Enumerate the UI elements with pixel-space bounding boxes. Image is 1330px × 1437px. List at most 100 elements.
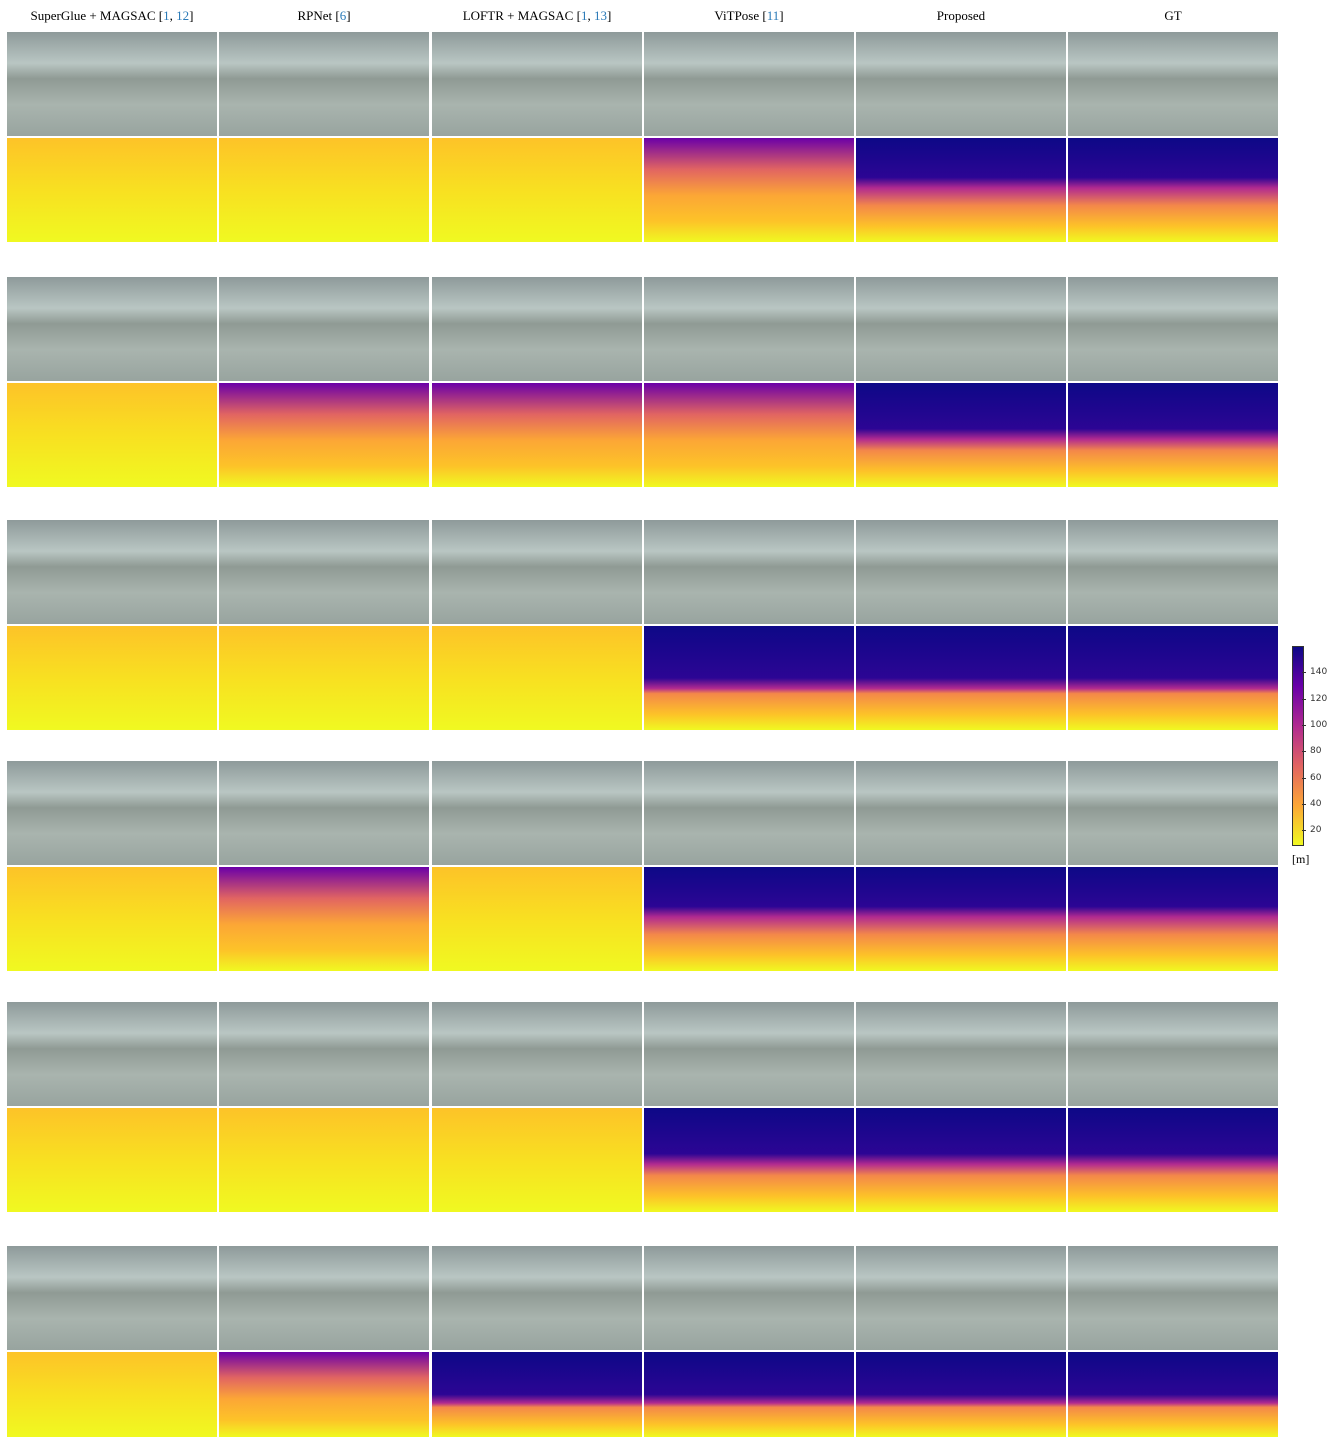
rgb-image (644, 1246, 854, 1350)
rgb-image (432, 32, 642, 136)
rgb-image (7, 761, 217, 865)
depth-map (219, 626, 429, 730)
header-text: GT (1164, 8, 1181, 23)
depth-map (856, 626, 1066, 730)
column-header: LOFTR + MAGSAC [1, 13] (431, 8, 643, 24)
colorbar-tick-label: 120 (1310, 694, 1327, 704)
rgb-image (432, 1246, 642, 1350)
depth-map (856, 867, 1066, 971)
rgb-image (7, 1246, 217, 1350)
rgb-image (1068, 761, 1278, 865)
rgb-image (7, 277, 217, 381)
colorbar (1292, 646, 1304, 846)
colorbar-tick (1302, 725, 1306, 726)
rgb-image (644, 277, 854, 381)
depth-map (432, 383, 642, 487)
citation: 11 (767, 8, 780, 23)
rgb-image (1068, 1246, 1278, 1350)
column-header: Proposed (855, 8, 1067, 24)
header-text: ] (346, 8, 350, 23)
rgb-image (856, 1002, 1066, 1106)
colorbar-tick (1302, 699, 1306, 700)
header-text: Proposed (937, 8, 985, 23)
depth-map (856, 138, 1066, 242)
column-header: GT (1067, 8, 1279, 24)
depth-map (7, 383, 217, 487)
page: [m] (() => { const data = JSON.parse(doc… (0, 0, 1330, 1437)
depth-map (1068, 138, 1278, 242)
colorbar-tick (1302, 672, 1306, 673)
column-header: SuperGlue + MAGSAC [1, 12] (6, 8, 218, 24)
rgb-image (856, 761, 1066, 865)
citation: 13 (594, 8, 607, 23)
rgb-image (1068, 520, 1278, 624)
colorbar-tick-label: 80 (1310, 746, 1321, 756)
depth-map (1068, 1352, 1278, 1437)
depth-map (432, 138, 642, 242)
depth-map (644, 867, 854, 971)
depth-map (644, 138, 854, 242)
depth-map (7, 626, 217, 730)
rgb-image (219, 1002, 429, 1106)
rgb-image (432, 520, 642, 624)
depth-map (1068, 383, 1278, 487)
depth-map (7, 138, 217, 242)
rgb-image (219, 520, 429, 624)
rgb-image (219, 1246, 429, 1350)
colorbar-tick (1302, 778, 1306, 779)
rgb-image (219, 32, 429, 136)
colorbar-tick (1302, 751, 1306, 752)
rgb-image (644, 520, 854, 624)
depth-map (219, 383, 429, 487)
header-text: LOFTR + MAGSAC [ (463, 8, 581, 23)
depth-map (7, 1108, 217, 1212)
colorbar-tick-label: 40 (1310, 799, 1321, 809)
colorbar-tick-label: 60 (1310, 773, 1321, 783)
depth-map (432, 1352, 642, 1437)
citation: 12 (176, 8, 189, 23)
rgb-image (856, 1246, 1066, 1350)
rgb-image (644, 761, 854, 865)
depth-map (1068, 626, 1278, 730)
colorbar-label: [m] (1292, 852, 1309, 867)
colorbar-tick (1302, 830, 1306, 831)
column-header: ViTPose [11] (643, 8, 855, 24)
header-text: ] (189, 8, 193, 23)
rgb-image (432, 761, 642, 865)
depth-map (432, 1108, 642, 1212)
depth-map (219, 867, 429, 971)
rgb-image (219, 761, 429, 865)
rgb-image (432, 1002, 642, 1106)
header-text: ViTPose [ (714, 8, 766, 23)
depth-map (432, 867, 642, 971)
colorbar-tick (1302, 804, 1306, 805)
depth-map (7, 1352, 217, 1437)
depth-map (856, 1108, 1066, 1212)
colorbar-tick-label: 100 (1310, 720, 1327, 730)
depth-map (644, 1108, 854, 1212)
depth-map (644, 383, 854, 487)
depth-map (856, 383, 1066, 487)
colorbar-tick-label: 20 (1310, 825, 1321, 835)
rgb-image (856, 32, 1066, 136)
header-text: ] (779, 8, 783, 23)
depth-map (7, 867, 217, 971)
header-text: ] (607, 8, 611, 23)
rgb-image (7, 32, 217, 136)
depth-map (432, 626, 642, 730)
rgb-image (7, 520, 217, 624)
depth-map (219, 138, 429, 242)
column-header: RPNet [6] (218, 8, 430, 24)
rgb-image (1068, 277, 1278, 381)
depth-map (1068, 1108, 1278, 1212)
rgb-image (219, 277, 429, 381)
rgb-image (1068, 1002, 1278, 1106)
depth-map (856, 1352, 1066, 1437)
header-text: SuperGlue + MAGSAC [ (31, 8, 164, 23)
rgb-image (1068, 32, 1278, 136)
rgb-image (856, 520, 1066, 624)
depth-map (644, 1352, 854, 1437)
depth-map (219, 1352, 429, 1437)
depth-map (644, 626, 854, 730)
depth-map (219, 1108, 429, 1212)
